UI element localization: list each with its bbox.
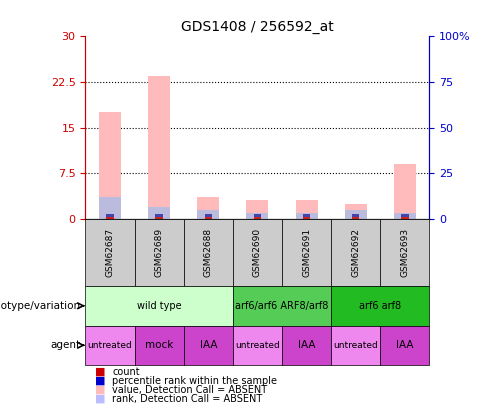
Bar: [352, 217, 359, 219]
Text: GSM62692: GSM62692: [351, 228, 360, 277]
Bar: [156, 215, 163, 217]
Bar: [345, 203, 367, 219]
Text: ■: ■: [95, 385, 106, 394]
Bar: [148, 207, 170, 219]
Text: GSM62693: GSM62693: [400, 228, 409, 277]
Text: count: count: [112, 367, 140, 377]
Text: GSM62688: GSM62688: [204, 228, 213, 277]
Text: mock: mock: [145, 340, 173, 350]
Text: ■: ■: [95, 394, 106, 403]
Bar: [197, 210, 219, 219]
Text: GSM62691: GSM62691: [302, 228, 311, 277]
Text: untreated: untreated: [235, 341, 280, 350]
Text: genotype/variation: genotype/variation: [0, 301, 81, 311]
Text: GSM62689: GSM62689: [155, 228, 163, 277]
Title: GDS1408 / 256592_at: GDS1408 / 256592_at: [181, 20, 334, 34]
Text: arf6 arf8: arf6 arf8: [359, 301, 401, 311]
Text: wild type: wild type: [137, 301, 182, 311]
Bar: [99, 112, 121, 219]
Bar: [246, 200, 268, 219]
Bar: [296, 200, 318, 219]
Text: GSM62687: GSM62687: [105, 228, 115, 277]
Text: IAA: IAA: [200, 340, 217, 350]
Bar: [394, 164, 416, 219]
Bar: [401, 217, 408, 219]
Text: IAA: IAA: [298, 340, 315, 350]
Text: ■: ■: [95, 367, 106, 377]
Bar: [204, 217, 212, 219]
Bar: [99, 198, 121, 219]
Bar: [352, 215, 359, 217]
Bar: [204, 215, 212, 217]
Bar: [394, 213, 416, 219]
Text: ■: ■: [95, 376, 106, 386]
Text: agent: agent: [50, 340, 81, 350]
Text: GSM62690: GSM62690: [253, 228, 262, 277]
Bar: [156, 217, 163, 219]
Bar: [303, 215, 310, 217]
Text: IAA: IAA: [396, 340, 414, 350]
Bar: [197, 198, 219, 219]
Bar: [345, 210, 367, 219]
Text: percentile rank within the sample: percentile rank within the sample: [112, 376, 277, 386]
Text: untreated: untreated: [88, 341, 132, 350]
Text: value, Detection Call = ABSENT: value, Detection Call = ABSENT: [112, 385, 267, 394]
Bar: [254, 215, 261, 217]
Bar: [246, 213, 268, 219]
Bar: [254, 217, 261, 219]
Text: arf6/arf6 ARF8/arf8: arf6/arf6 ARF8/arf8: [235, 301, 329, 311]
Bar: [303, 217, 310, 219]
Text: untreated: untreated: [333, 341, 378, 350]
Bar: [148, 76, 170, 219]
Bar: [106, 215, 114, 217]
Bar: [401, 215, 408, 217]
Bar: [106, 217, 114, 219]
Bar: [296, 213, 318, 219]
Text: rank, Detection Call = ABSENT: rank, Detection Call = ABSENT: [112, 394, 263, 403]
